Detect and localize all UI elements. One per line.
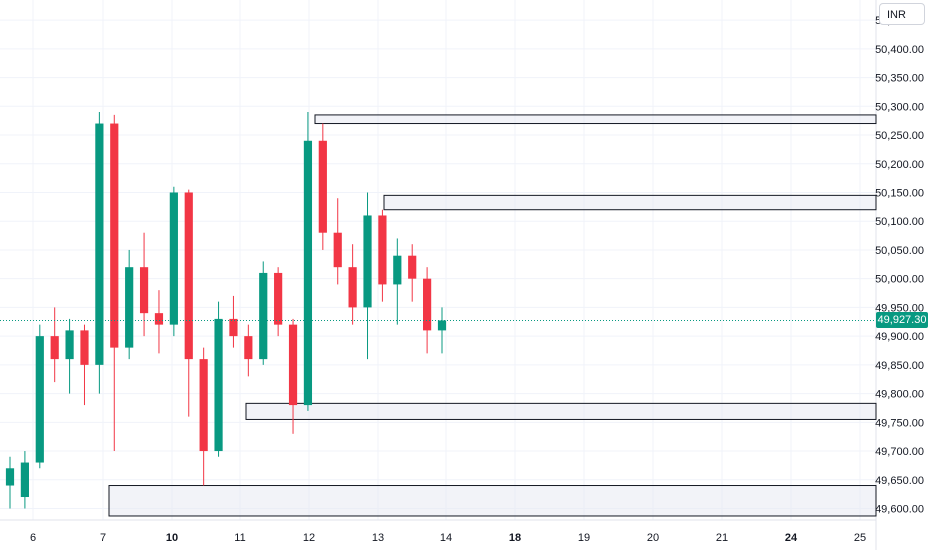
y-tick-label: 50,150.00 [875,187,924,199]
last-price-tag: 49,927.30 [876,312,928,329]
zone-rect [383,194,877,211]
y-tick-label: 50,100.00 [875,216,924,228]
candle-body [214,318,223,452]
currency-button[interactable]: INR [879,3,925,25]
x-tick-label: 11 [234,532,245,544]
y-tick-label: 49,650.00 [875,475,924,487]
candle-body [393,255,402,285]
x-tick-label: 24 [785,532,798,544]
candle-body [110,123,119,348]
candle-body [408,255,417,279]
candle-body [65,330,74,360]
x-tick-label: 19 [578,532,590,544]
zone-rect [245,402,877,420]
y-tick-label: 49,700.00 [875,446,924,458]
y-tick-label: 50,200.00 [875,159,924,171]
candle-body [5,468,15,486]
x-tick-label: 20 [647,532,659,544]
candles [5,112,447,509]
candle-body [318,140,327,233]
candle-body [378,215,387,285]
candle-body [125,267,134,348]
y-tick-label: 49,900.00 [875,331,924,343]
candle-body [95,123,104,365]
x-tick-label: 12 [303,532,315,544]
candle-body [437,320,447,331]
y-tick-label: 50,400.00 [875,44,924,56]
candle-body [259,272,268,360]
candle-body [20,462,29,498]
y-tick-label: 50,300.00 [875,101,924,113]
candle-body [348,267,357,308]
candle-body [154,313,164,325]
candle-body [274,272,283,325]
x-tick-label: 21 [716,532,728,544]
x-tick-label: 6 [30,532,36,544]
candle-body [139,267,149,314]
x-tick-label: 10 [166,532,178,544]
y-tick-label: 50,000.00 [875,274,924,286]
candle-body [184,192,193,360]
x-tick-label: 25 [854,532,866,544]
x-tick-label: 14 [440,532,452,544]
candle-body [80,330,89,365]
candle-body [244,336,253,360]
x-tick-label: 13 [372,532,384,544]
zone-rect [314,114,877,125]
candle-body [229,318,238,337]
candle-body [363,215,372,308]
candle-body [303,140,313,406]
candle-body [50,336,59,360]
candle-body [288,324,298,406]
y-tick-label: 49,750.00 [875,417,924,429]
y-tick-label: 49,850.00 [875,360,924,372]
candle-body [169,192,178,325]
zone-rect [108,485,877,517]
x-tick-label: 7 [100,532,106,544]
y-tick-label: 49,600.00 [875,504,924,516]
candle-body [199,359,208,452]
candle-body [35,336,44,463]
candle-body [423,278,432,331]
x-tick-label: 18 [509,532,521,544]
y-tick-label: 49,800.00 [875,389,924,401]
y-tick-label: 50,050.00 [875,245,924,257]
y-tick-label: 50,350.00 [875,73,924,85]
candle-body [333,232,342,268]
y-tick-label: 49,950.00 [875,302,924,314]
y-tick-label: 50,250.00 [875,130,924,142]
grid [0,0,876,520]
